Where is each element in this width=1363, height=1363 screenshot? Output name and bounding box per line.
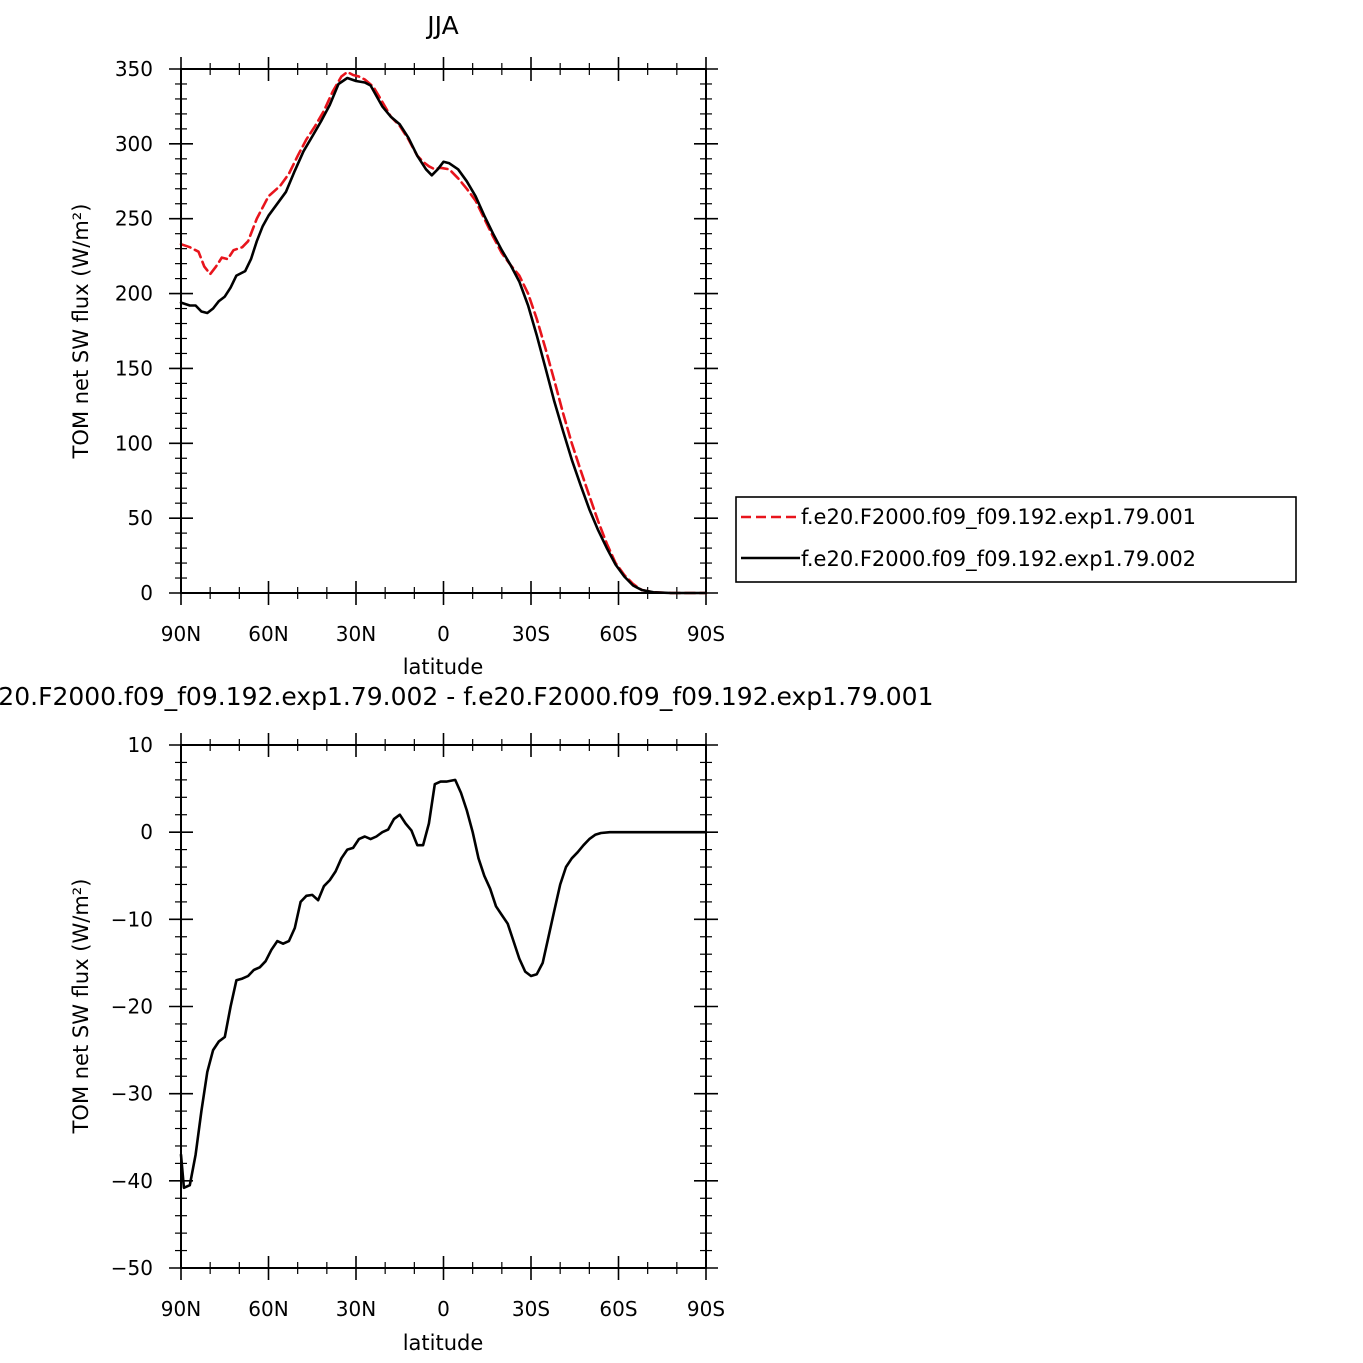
top-series-line-1 bbox=[179, 70, 708, 595]
top-x-tick-label: 90N bbox=[161, 622, 201, 646]
top-series-line-2 bbox=[179, 76, 708, 595]
bottom-x-tick-label: 60S bbox=[599, 1297, 637, 1321]
top-axes-ticks bbox=[169, 57, 718, 605]
top-x-tick-labels: 90N 60N 30N 0 30S 60S 90S bbox=[161, 622, 725, 646]
bottom-y-tick-label: −20 bbox=[111, 995, 153, 1019]
bottom-x-tick-labels: 90N 60N 30N 0 30S 60S 90S bbox=[161, 1297, 725, 1321]
bottom-y-tick-labels: −50 −40 −30 −20 −10 0 10 bbox=[111, 733, 153, 1280]
legend-label-series-1: f.e20.F2000.f09_f09.192.exp1.79.001 bbox=[801, 505, 1196, 530]
bottom-y-tick-label: 10 bbox=[128, 733, 153, 757]
bottom-axes-ticks bbox=[169, 733, 718, 1280]
top-plot-frame bbox=[180, 68, 707, 594]
top-x-tick-label: 60N bbox=[248, 622, 288, 646]
bottom-series-line-1 bbox=[179, 778, 708, 1190]
bottom-panel: f.e20.F2000.f09_f09.192.exp1.79.002 - f.… bbox=[0, 682, 934, 1355]
bottom-x-tick-label: 90N bbox=[161, 1297, 201, 1321]
top-y-tick-label: 250 bbox=[115, 207, 153, 231]
bottom-plot-title: f.e20.F2000.f09_f09.192.exp1.79.002 - f.… bbox=[0, 682, 934, 711]
bottom-x-tick-label: 0 bbox=[437, 1297, 450, 1321]
bottom-x-tick-label: 30S bbox=[512, 1297, 550, 1321]
top-x-axis-title: latitude bbox=[403, 655, 484, 679]
top-x-tick-label: 30S bbox=[512, 622, 550, 646]
bottom-series-lines bbox=[179, 778, 708, 1190]
legend-box bbox=[735, 496, 1297, 583]
top-y-tick-label: 0 bbox=[140, 581, 153, 605]
top-plot-title: JJA bbox=[425, 11, 458, 40]
bottom-x-axis-title: latitude bbox=[403, 1331, 484, 1355]
top-y-tick-label: 200 bbox=[115, 282, 153, 306]
bottom-y-tick-label: 0 bbox=[140, 820, 153, 844]
bottom-y-axis-title: TOM net SW flux (W/m²) bbox=[69, 879, 93, 1135]
top-panel: JJA 0 50 100 150 200 250 300 350 90N 60N 30N 0 30S 6… bbox=[69, 11, 1297, 679]
bottom-y-tick-label: −40 bbox=[111, 1169, 153, 1193]
top-x-tick-label: 0 bbox=[437, 622, 450, 646]
top-y-axis-title: TOM net SW flux (W/m²) bbox=[69, 204, 93, 460]
bottom-plot-frame bbox=[180, 744, 707, 1269]
bottom-y-tick-label: −10 bbox=[111, 907, 153, 931]
legend: f.e20.F2000.f09_f09.192.exp1.79.001 f.e2… bbox=[735, 496, 1297, 583]
top-y-tick-labels: 0 50 100 150 200 250 300 350 bbox=[115, 57, 153, 605]
top-x-tick-label: 60S bbox=[599, 622, 637, 646]
top-x-tick-label: 30N bbox=[336, 622, 376, 646]
top-y-tick-label: 300 bbox=[115, 132, 153, 156]
top-y-tick-label: 150 bbox=[115, 356, 153, 380]
bottom-x-tick-label: 60N bbox=[248, 1297, 288, 1321]
bottom-x-tick-label: 30N bbox=[336, 1297, 376, 1321]
top-y-tick-label: 50 bbox=[128, 506, 153, 530]
bottom-y-tick-label: −30 bbox=[111, 1082, 153, 1106]
top-y-tick-label: 100 bbox=[115, 431, 153, 455]
bottom-x-tick-label: 90S bbox=[687, 1297, 725, 1321]
top-x-tick-label: 90S bbox=[687, 622, 725, 646]
bottom-y-tick-label: −50 bbox=[111, 1256, 153, 1280]
top-series-lines bbox=[179, 70, 708, 595]
top-y-tick-label: 350 bbox=[115, 57, 153, 81]
legend-label-series-2: f.e20.F2000.f09_f09.192.exp1.79.002 bbox=[801, 547, 1196, 572]
